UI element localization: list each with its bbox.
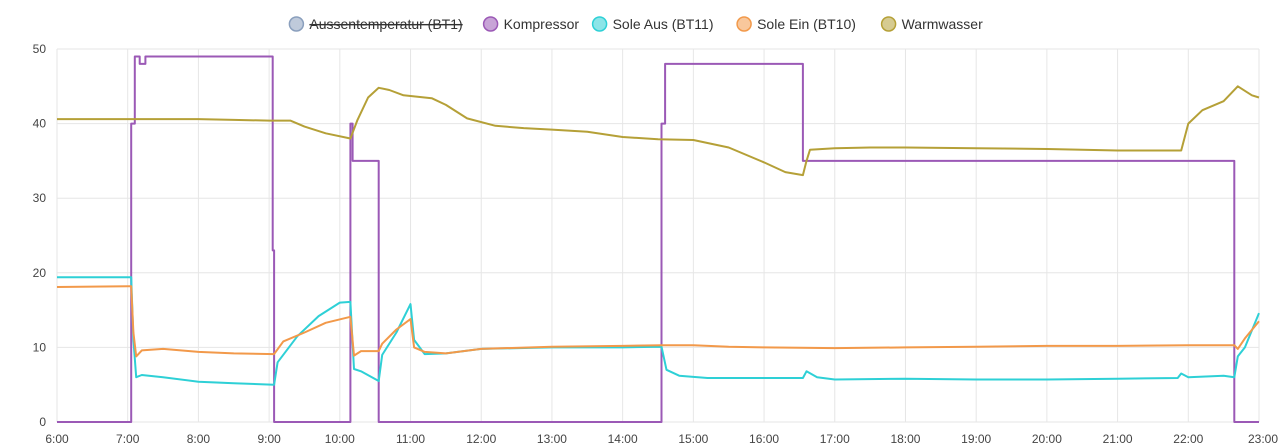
y-tick-label: 20 (33, 266, 47, 280)
y-tick-label: 0 (39, 415, 46, 429)
series-line-sole-ein-bt10 (56, 285, 1260, 358)
legend-label: Aussentemperatur (BT1) (309, 16, 462, 32)
x-axis: 6:00 7:00 8:00 9:00 10:00 11:00 12:00 13:00 14:0… (45, 432, 1278, 446)
grid (56, 48, 1260, 423)
x-tick-label: 9:00 (257, 432, 281, 446)
legend-label: Warmwasser (902, 16, 983, 32)
legend-swatch (288, 16, 305, 32)
y-axis: 0 10 20 30 40 50 (33, 42, 47, 429)
x-tick-label: 15:00 (678, 432, 708, 446)
legend-swatch (482, 16, 499, 32)
legend-label: Sole Ein (BT10) (757, 16, 856, 32)
y-tick-label: 50 (33, 42, 47, 56)
x-tick-label: 11:00 (396, 432, 425, 446)
legend-item-aussentemperatur-bt1[interactable]: Aussentemperatur (BT1) (288, 16, 463, 32)
x-tick-label: 16:00 (749, 432, 779, 446)
legend-item-sole-ein-bt10[interactable]: Sole Ein (BT10) (736, 16, 856, 32)
legend-item-warmwasser[interactable]: Warmwasser (880, 16, 983, 32)
x-tick-label: 22:00 (1173, 432, 1203, 446)
x-tick-label: 12:00 (466, 432, 496, 446)
x-tick-label: 19:00 (961, 432, 991, 446)
series-line-sole-aus-bt11 (57, 276, 1260, 386)
x-tick-label: 13:00 (537, 432, 567, 446)
legend-swatch (736, 16, 752, 32)
x-tick-label: 10:00 (325, 432, 355, 446)
legend-item-kompressor[interactable]: Kompressor (482, 16, 580, 32)
legend-label: Kompressor (504, 16, 580, 32)
x-tick-label: 6:00 (45, 432, 69, 446)
x-tick-label: 7:00 (116, 432, 140, 446)
series-line-warmwasser (57, 85, 1260, 177)
y-tick-label: 40 (33, 117, 47, 131)
series-layer (56, 55, 1260, 423)
legend-label: Sole Aus (BT11) (613, 16, 714, 32)
y-tick-label: 10 (33, 340, 47, 354)
legend-swatch (591, 16, 608, 32)
legend: Aussentemperatur (BT1) Kompressor Sole Aus… (288, 16, 983, 32)
legend-swatch (880, 16, 897, 32)
legend-item-sole-aus-bt11[interactable]: Sole Aus (BT11) (591, 16, 714, 32)
x-tick-label: 8:00 (187, 432, 211, 446)
x-tick-label: 14:00 (608, 432, 638, 446)
x-tick-label: 23:00 (1248, 432, 1278, 446)
series-line-kompressor (57, 55, 1259, 423)
x-tick-label: 21:00 (1103, 432, 1133, 446)
x-tick-label: 18:00 (890, 432, 920, 446)
y-tick-label: 30 (33, 191, 47, 205)
x-tick-label: 17:00 (820, 432, 850, 446)
x-tick-label: 20:00 (1032, 432, 1062, 446)
